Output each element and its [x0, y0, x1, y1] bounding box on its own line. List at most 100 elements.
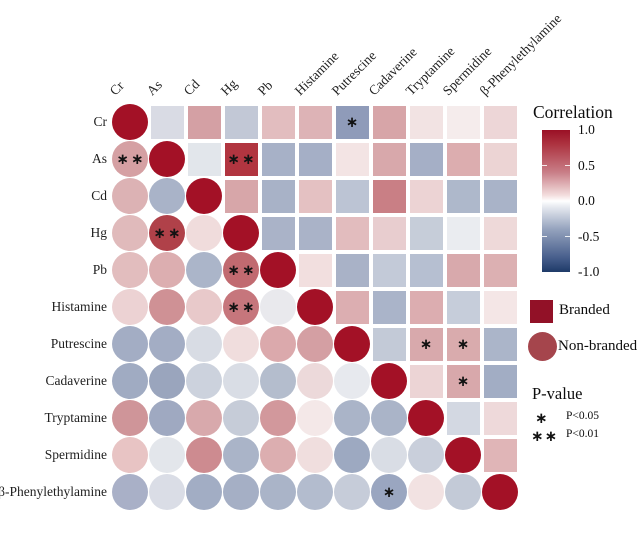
- pvalue-label-001: P<0.01: [566, 428, 600, 440]
- matrix-cell: [186, 326, 222, 362]
- matrix-cell: [112, 363, 148, 399]
- significance-stars: ∗∗: [227, 260, 257, 279]
- matrix-cell: [335, 216, 369, 250]
- row-label: As: [91, 151, 107, 166]
- matrix-cell: [186, 363, 222, 399]
- matrix-cell: [408, 474, 444, 510]
- matrix-cell: [260, 400, 296, 436]
- matrix-cell: ∗∗: [149, 215, 185, 251]
- matrix-cell: [483, 327, 517, 361]
- matrix-cell: [335, 179, 369, 213]
- matrix-cell: [223, 326, 259, 362]
- matrix-cell: [297, 326, 333, 362]
- significance-stars: ∗: [419, 334, 435, 353]
- colorbar-tickmark: [542, 235, 547, 237]
- matrix-cell-diagonal: [408, 400, 444, 436]
- matrix-cell: [446, 216, 480, 250]
- matrix-cell: [409, 364, 443, 398]
- matrix-cell: [446, 179, 480, 213]
- col-label: Cr: [106, 78, 127, 99]
- colorbar-tick-label: 0.5: [578, 157, 595, 173]
- matrix-cell: [483, 142, 517, 176]
- matrix-cell: [372, 290, 406, 324]
- matrix-cell: ∗: [446, 364, 480, 398]
- matrix-cell: [372, 327, 406, 361]
- matrix-cell: [112, 178, 148, 214]
- matrix-cell: [260, 363, 296, 399]
- matrix-cell-diagonal: [445, 437, 481, 473]
- matrix-cell: [446, 290, 480, 324]
- matrix-cell: [260, 474, 296, 510]
- matrix-cell: [483, 179, 517, 213]
- matrix-cell: [260, 437, 296, 473]
- matrix-cell: [149, 437, 185, 473]
- colorbar-tick-label: 0.0: [578, 193, 595, 208]
- matrix-cell: ∗∗: [223, 252, 259, 288]
- matrix-cell: [186, 252, 222, 288]
- matrix-cell: [224, 105, 258, 139]
- row-label: Hg: [90, 225, 108, 240]
- pvalue-label-005: P<0.05: [566, 410, 600, 422]
- matrix-cell: [334, 363, 370, 399]
- matrix-cell: ∗: [409, 327, 443, 361]
- colorbar-title: Correlation: [533, 102, 613, 122]
- matrix-cell: [112, 326, 148, 362]
- matrix-cell: [186, 215, 222, 251]
- matrix-cell: [297, 474, 333, 510]
- matrix-cell: [335, 290, 369, 324]
- matrix-cell: [335, 253, 369, 287]
- matrix-cell: [446, 253, 480, 287]
- significance-stars: ∗: [456, 334, 472, 353]
- matrix-cell: [260, 289, 296, 325]
- row-label: Cadaverine: [45, 373, 107, 388]
- matrix-cell: ∗: [371, 474, 407, 510]
- significance-stars: ∗: [382, 482, 398, 501]
- significance-stars: ∗∗: [116, 149, 146, 168]
- matrix-cell: [409, 216, 443, 250]
- matrix-cell: [112, 437, 148, 473]
- colorbar-tickmark: [565, 164, 570, 166]
- colorbar-tickmark: [565, 235, 570, 237]
- matrix-cell: ∗∗: [223, 289, 259, 325]
- matrix-cell: [112, 252, 148, 288]
- significance-stars: ∗: [345, 112, 361, 131]
- matrix-cell: [372, 216, 406, 250]
- matrix-cell: [298, 142, 332, 176]
- matrix-cell: [149, 252, 185, 288]
- matrix-cell: [261, 179, 295, 213]
- matrix-cell: [483, 253, 517, 287]
- matrix-cell: [186, 474, 222, 510]
- colorbar-tick-label: -1.0: [578, 264, 600, 279]
- colorbar-gradient: [542, 130, 570, 272]
- row-label: Pb: [92, 262, 107, 277]
- matrix-cell: [483, 401, 517, 435]
- matrix-cell: [261, 142, 295, 176]
- matrix-cell: [298, 253, 332, 287]
- matrix-cell: [261, 105, 295, 139]
- matrix-cell: [260, 326, 296, 362]
- matrix-cell: [297, 400, 333, 436]
- matrix-cell-diagonal: [260, 252, 296, 288]
- matrix-cell: [483, 290, 517, 324]
- matrix-cell: [149, 289, 185, 325]
- matrix-cell: [223, 437, 259, 473]
- pvalue-marker-single-star: ∗: [535, 409, 549, 427]
- row-label: β-Phenylethylamine: [0, 484, 107, 499]
- matrix-cell: ∗: [335, 105, 369, 139]
- matrix-cell: ∗∗: [112, 141, 148, 177]
- col-label: Hg: [217, 76, 240, 99]
- matrix-cell: [372, 253, 406, 287]
- matrix-cell: [372, 142, 406, 176]
- matrix-cell: [483, 438, 517, 472]
- matrix-cell: [149, 178, 185, 214]
- matrix-cell: [187, 105, 221, 139]
- matrix-cell: [372, 105, 406, 139]
- matrix-cell: [112, 474, 148, 510]
- pvalue-title: P-value: [532, 384, 583, 403]
- significance-stars: ∗: [456, 371, 472, 390]
- significance-stars: ∗∗: [153, 223, 183, 242]
- branded-square-swatch: [530, 300, 553, 323]
- colorbar-tickmark: [542, 164, 547, 166]
- matrix-cell: [223, 474, 259, 510]
